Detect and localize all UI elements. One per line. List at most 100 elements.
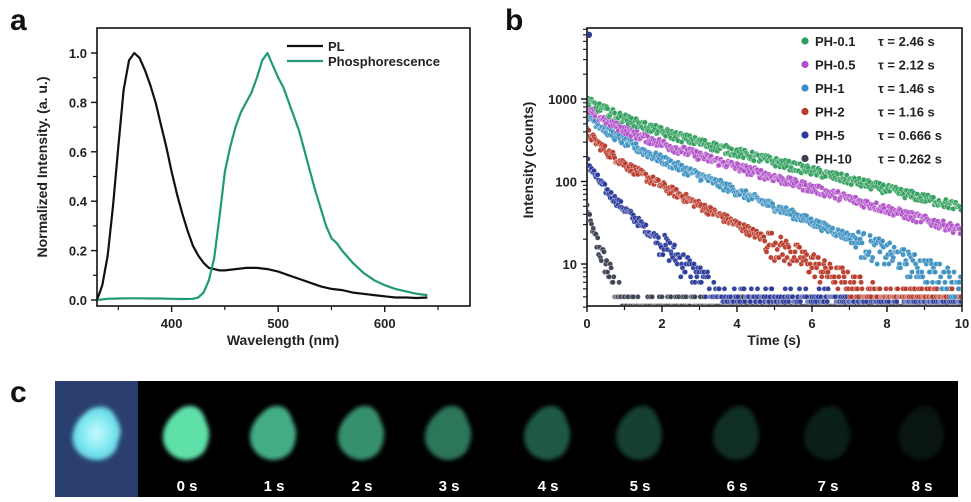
data-point bbox=[832, 294, 838, 300]
data-point bbox=[602, 143, 608, 149]
x-tick-label: 600 bbox=[374, 316, 396, 331]
data-point bbox=[603, 257, 610, 264]
data-point bbox=[821, 257, 828, 264]
panel-a-frame bbox=[96, 27, 471, 307]
data-point bbox=[825, 286, 831, 292]
x-tick-label: 10 bbox=[955, 316, 969, 331]
legend-label-ph-5: PH-5 bbox=[815, 128, 845, 143]
panel-letter-b: b bbox=[505, 4, 523, 37]
data-point bbox=[937, 274, 944, 280]
panel-a-ticks: 400 500 600 0.0 0.2 0.4 0.6 0.8 1.0 bbox=[69, 46, 439, 331]
data-point bbox=[769, 286, 775, 292]
data-point bbox=[782, 286, 788, 292]
panel-b-x-axis-title: Time (s) bbox=[747, 332, 800, 348]
data-point bbox=[694, 274, 700, 280]
data-point bbox=[956, 279, 961, 286]
data-point bbox=[886, 240, 893, 246]
data-point bbox=[768, 254, 774, 261]
data-point bbox=[687, 303, 693, 305]
series-ph-0-5 bbox=[588, 103, 961, 237]
data-point bbox=[666, 257, 672, 264]
x-tick-label: 400 bbox=[161, 316, 183, 331]
data-point bbox=[643, 222, 649, 228]
y-tick-label: 0.2 bbox=[69, 244, 87, 259]
data-point bbox=[919, 269, 925, 275]
data-point bbox=[642, 119, 648, 126]
legend-marker-ph-5 bbox=[801, 131, 809, 139]
data-point bbox=[877, 286, 883, 292]
data-point bbox=[936, 279, 942, 286]
data-point bbox=[682, 269, 688, 275]
x-tick-label: 2 bbox=[658, 316, 665, 331]
data-point bbox=[786, 244, 792, 250]
data-point bbox=[762, 286, 769, 292]
data-point bbox=[952, 294, 958, 300]
data-point bbox=[873, 200, 880, 206]
legend-marker-ph-0-1 bbox=[801, 37, 809, 45]
data-point bbox=[958, 274, 961, 280]
legend-label-ph-0-1: PH-0.1 bbox=[815, 34, 855, 49]
data-point bbox=[763, 249, 770, 255]
data-point bbox=[588, 202, 590, 208]
data-point bbox=[858, 279, 864, 286]
data-point bbox=[601, 249, 607, 255]
data-point bbox=[924, 279, 930, 286]
data-point bbox=[958, 294, 961, 300]
panel-a-series bbox=[95, 51, 428, 302]
data-point bbox=[817, 279, 823, 286]
data-point bbox=[797, 298, 804, 305]
data-point bbox=[844, 269, 851, 275]
data-point bbox=[608, 189, 614, 196]
data-point bbox=[901, 246, 907, 253]
series-ph-1 bbox=[588, 109, 961, 300]
glowing-sample-blob bbox=[250, 405, 297, 460]
data-point bbox=[894, 298, 900, 305]
data-point bbox=[796, 286, 803, 292]
x-tick-label: 0 bbox=[583, 316, 590, 331]
data-point bbox=[687, 274, 694, 280]
photo-frame: 2 s bbox=[338, 405, 385, 495]
data-point bbox=[869, 279, 876, 286]
time-label: 2 s bbox=[352, 478, 373, 495]
photo-frame: 5 s bbox=[616, 405, 663, 495]
y-tick-label: 10 bbox=[563, 257, 577, 272]
data-point bbox=[829, 225, 836, 231]
panel-a-y-axis-title: Normalized Intensity. (a. u.) bbox=[34, 77, 50, 258]
panel-letter-a: a bbox=[10, 4, 27, 37]
data-point bbox=[955, 286, 961, 292]
data-point bbox=[691, 261, 697, 267]
glowing-sample-blob bbox=[804, 405, 851, 460]
data-point bbox=[932, 269, 938, 275]
legend-label-ph-2: PH-2 bbox=[815, 105, 845, 120]
data-point bbox=[751, 157, 757, 164]
legend-tau-ph-0-5: τ = 2.12 s bbox=[878, 58, 935, 73]
data-point bbox=[671, 242, 678, 248]
panel-b-ticks: 0 2 4 6 8 10 10 100 1000 bbox=[548, 28, 969, 331]
panel-b-y-axis-title: Intensity (counts) bbox=[520, 102, 536, 219]
y-tick-label: 100 bbox=[555, 175, 577, 190]
data-point bbox=[900, 251, 906, 258]
time-label: 6 s bbox=[727, 478, 748, 495]
data-point bbox=[911, 251, 918, 258]
data-point bbox=[945, 205, 952, 211]
data-point bbox=[735, 294, 741, 300]
data-point bbox=[851, 279, 857, 286]
legend-marker-ph-2 bbox=[801, 107, 809, 116]
data-point bbox=[945, 269, 952, 275]
legend-marker-ph-0-5 bbox=[801, 60, 809, 69]
data-point bbox=[680, 251, 687, 258]
data-point bbox=[855, 229, 862, 235]
data-point bbox=[779, 251, 786, 258]
glowing-sample-blob bbox=[524, 405, 571, 460]
data-point bbox=[649, 294, 655, 300]
x-tick-label: 4 bbox=[733, 316, 741, 331]
data-point bbox=[806, 269, 813, 275]
data-point bbox=[903, 261, 910, 267]
data-point bbox=[816, 286, 822, 292]
legend-marker-ph-1 bbox=[801, 84, 809, 92]
data-point bbox=[754, 286, 761, 292]
legend-tau-ph-2: τ = 1.16 s bbox=[878, 105, 935, 120]
panel-b-series bbox=[588, 31, 961, 305]
data-point bbox=[678, 274, 684, 280]
data-point bbox=[835, 188, 841, 195]
